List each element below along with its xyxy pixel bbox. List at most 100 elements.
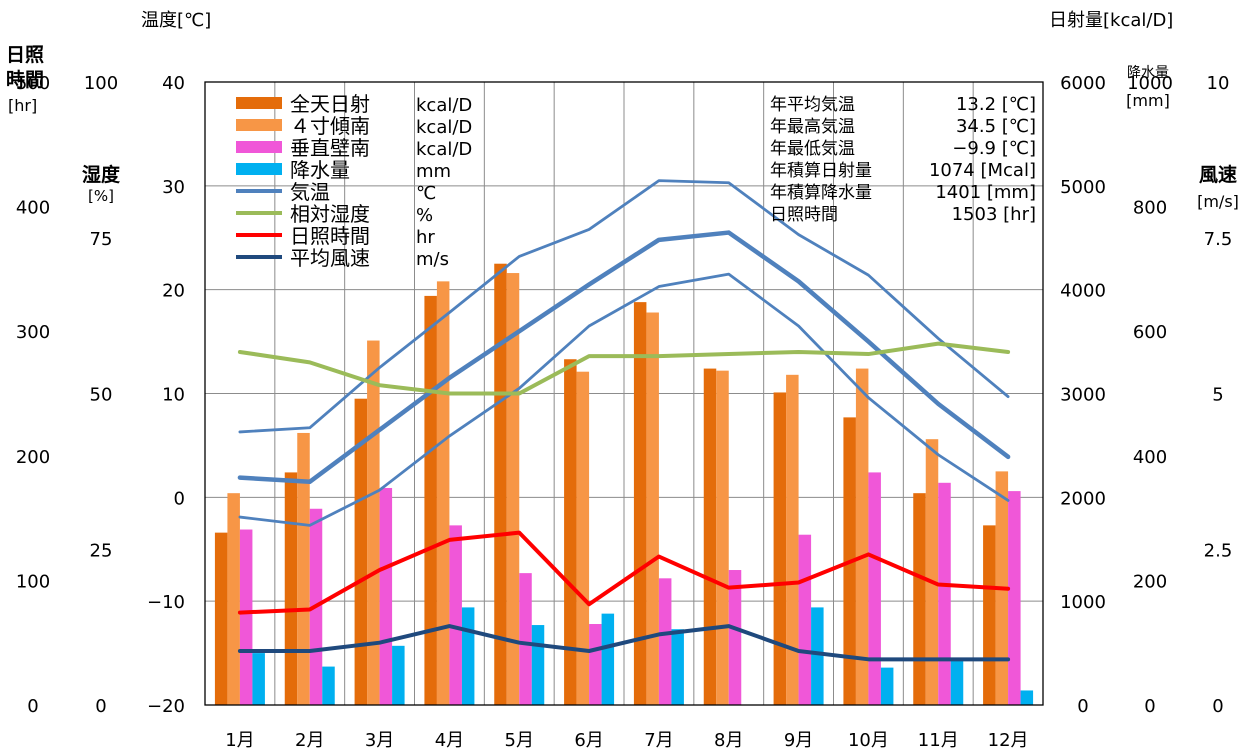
bar-降水量-4月 [461,607,475,705]
bar-４寸傾南-4月 [436,281,450,705]
temperature-tick-label: 40 [162,73,185,94]
bar-全天日射-4月 [424,295,437,705]
x-tick-label: 8月 [714,730,743,751]
legend-swatch-垂直壁南 [236,141,282,153]
x-tick-label: 4月 [435,730,464,751]
legend-label: 垂直壁南 [290,136,370,160]
precipitation-tick-label: 800 [1133,198,1167,219]
wind-tick-label: 10 [1207,73,1230,94]
bar-垂直壁南-10月 [868,472,881,705]
humidity-axis-title: 湿度 [82,163,121,186]
legend-label: 全天日射 [290,92,370,116]
temperature-tick-label: 10 [162,385,185,406]
legend-unit: % [416,205,433,226]
stat-value: 1074 [Mcal] [929,160,1036,181]
stat-label: 年積算降水量 [770,183,872,203]
radiation-axis-title: 日射量[kcal/D] [1049,10,1173,31]
line-平均風速 [237,624,1011,662]
temperature-axis-title: 温度[℃] [141,10,211,31]
x-tick-label: 6月 [574,730,603,751]
precipitation-axis-unit: [mm] [1126,91,1170,110]
bar-垂直壁南-7月 [658,578,672,705]
sunshine-tick-label: 400 [16,198,50,219]
bar-垂直壁南-5月 [519,573,532,705]
stat-value: −9.9 [℃] [952,138,1036,159]
bar-４寸傾南-3月 [367,340,380,705]
humidity-tick-label: 0 [95,696,106,717]
sunshine-tick-label: 300 [16,322,50,343]
bar-全天日射-6月 [564,359,577,705]
legend-unit: kcal/D [416,117,472,138]
radiation-tick-label: 5000 [1060,177,1106,198]
wind-tick-label: 5 [1212,385,1223,406]
legend-swatch-４寸傾南 [236,119,282,131]
x-tick-label: 2月 [295,730,324,751]
sunshine-tick-label: 0 [27,696,38,717]
precipitation-tick-label: 200 [1133,571,1167,592]
x-tick-label: 5月 [505,730,534,751]
humidity-tick-label: 50 [90,385,113,406]
plot-frame [204,81,1044,706]
bar-垂直壁南-8月 [728,570,742,705]
radiation-tick-label: 2000 [1060,488,1106,509]
plot-gridlines [205,82,1043,705]
bar-垂直壁南-9月 [798,534,812,705]
stat-value: 34.5 [℃] [956,116,1036,137]
stat-label: 年積算日射量 [770,161,872,181]
legend-label: 気温 [290,180,330,204]
stat-label: 年最高気温 [770,117,855,137]
bar-４寸傾南-1月 [227,493,240,705]
x-tick-label: 12月 [988,730,1029,751]
humidity-tick-label: 75 [90,229,113,250]
precipitation-tick-label: 400 [1133,447,1167,468]
bar-垂直壁南-11月 [938,482,951,705]
wind-tick-label: 7.5 [1204,229,1233,250]
legend-unit: m/s [416,249,449,270]
legend-label: 相対湿度 [290,202,370,226]
bar-降水量-5月 [531,625,545,705]
sunshine-axis-title: 日照 [6,44,44,66]
temperature-tick-label: −10 [147,592,185,613]
x-tick-label: 7月 [644,730,673,751]
legend: 全天日射 kcal/D ４寸傾南 kcal/D 垂直壁南 kcal/D 降水量 mm 気温 ℃ 相対… [236,92,472,270]
humidity-tick-label: 25 [90,540,113,561]
bar-全天日射-12月 [983,525,996,705]
stat-value: 1401 [mm] [935,182,1036,203]
temperature-tick-label: 0 [174,488,185,509]
x-tick-label: 11月 [918,730,959,751]
legend-swatch-降水量 [236,163,282,175]
stat-value: 1503 [hr] [952,204,1036,225]
stat-value: 13.2 [℃] [956,94,1036,115]
bar-垂直壁南-12月 [1008,491,1021,705]
stat-label: 年最低気温 [770,139,855,159]
bar-全天日射-2月 [284,472,298,705]
radiation-tick-label: 1000 [1060,592,1106,613]
bar-全天日射-7月 [633,302,647,705]
sunshine-tick-label: 100 [16,571,50,592]
bar-降水量-9月 [811,607,824,705]
bar-全天日射-5月 [494,263,507,705]
bar-全天日射-3月 [354,398,368,705]
bar-４寸傾南-11月 [925,439,939,705]
temperature-tick-label: 20 [162,281,185,302]
bar-降水量-12月 [1020,690,1034,705]
annual-stats-box: 年平均気温 13.2 [℃] 年最高気温 34.5 [℃] 年最低気温 −9.9 [℃] 年… [770,94,1036,225]
line-相対湿度 [237,341,1011,396]
legend-unit: mm [416,161,451,182]
radiation-tick-label: 0 [1077,696,1088,717]
bar-全天日射-1月 [214,532,228,705]
bar-４寸傾南-9月 [786,374,799,705]
temperature-tick-label: −20 [147,696,185,717]
x-tick-label: 9月 [784,730,813,751]
bar-４寸傾南-7月 [646,312,659,705]
wind-axis-unit: [m/s] [1197,192,1239,211]
humidity-axis-unit: [%] [88,187,114,205]
x-tick-label: 3月 [365,730,394,751]
legend-label: 平均風速 [290,246,370,270]
legend-unit: ℃ [416,183,436,204]
bar-４寸傾南-8月 [716,370,729,705]
axis-labels: 01002003004005000255075100−20−1001020304… [6,10,1239,751]
bar-垂直壁南-1月 [239,529,253,705]
bar-垂直壁南-4月 [449,525,462,705]
bar-４寸傾南-6月 [576,371,590,705]
